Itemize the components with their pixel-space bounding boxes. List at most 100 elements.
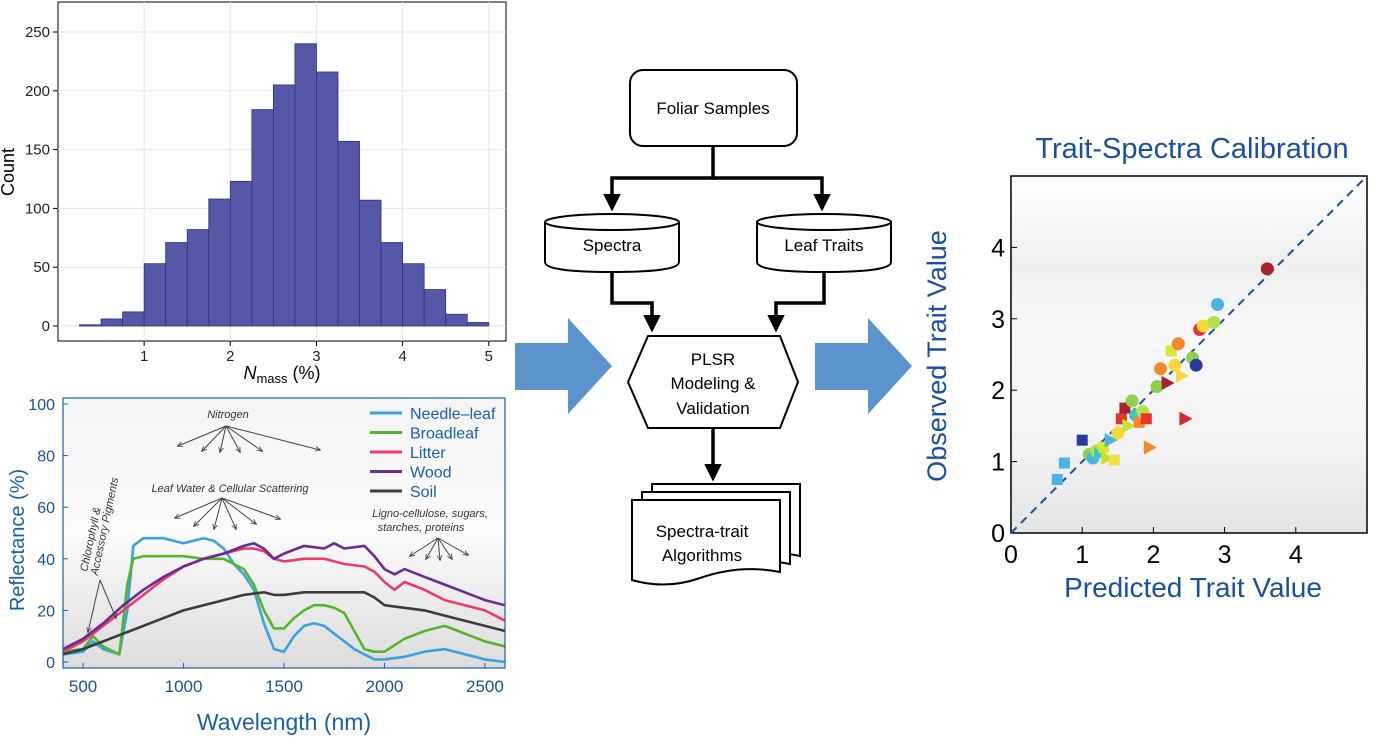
scatter-ytick-label: 3 — [991, 306, 1005, 334]
ligno-arrows — [410, 537, 468, 560]
annotation-nitrogen: Nitrogen — [207, 409, 249, 421]
flowchart: Foliar Samples Spectra Leaf Traits PLSR … — [544, 69, 892, 586]
leaf-traits-database: Leaf Traits — [756, 213, 892, 274]
x-label-symbol: N — [243, 363, 257, 383]
spectra-ticks: 0 20 40 60 80 100 500 1000 1500 2000 2500 — [28, 397, 504, 696]
calibration-scatter-chart: Trait-Spectra Calibration 0 1 2 3 4 0 1 2 3 4 Obs… — [922, 133, 1368, 603]
x-label-subscript: mass — [256, 371, 288, 386]
scatter-xtick-label: 3 — [1218, 541, 1232, 569]
legend-label: Litter — [410, 445, 446, 462]
scatter-point-circle — [1111, 426, 1125, 440]
scatter-xtick-label: 4 — [1289, 541, 1303, 569]
scatter-ytick-label: 1 — [991, 449, 1005, 477]
scatter-point-square — [1115, 413, 1127, 425]
annotation-starches: starches, proteins — [378, 522, 465, 534]
plsr-line-3: Validation — [676, 399, 749, 418]
hist-ytick-label: 50 — [33, 259, 50, 276]
spectra-legend: Needle–leaf Broadleaf Litter Wood Soil — [370, 406, 496, 501]
spec-ytick-label: 60 — [37, 500, 55, 517]
scatter-point-triangle — [1175, 368, 1189, 383]
spec-xtick-label: 1000 — [165, 677, 203, 696]
scatter-point-square — [1133, 416, 1145, 428]
scatter-point-square — [1076, 434, 1088, 446]
scatter-point-triangle — [1122, 418, 1136, 433]
histogram-bar — [294, 43, 317, 327]
scatter-xtick-label: 1 — [1075, 541, 1089, 569]
spec-ytick-label: 80 — [37, 449, 55, 466]
hist-ytick-label: 0 — [42, 318, 50, 335]
histogram-bar — [272, 84, 296, 327]
hist-ytick-label: 150 — [25, 142, 50, 159]
scatter-point-circle — [1150, 380, 1164, 394]
histogram-bar — [208, 198, 231, 327]
spectrum-line — [62, 554, 506, 656]
scatter-point-circle — [1207, 315, 1221, 329]
histogram-bar — [186, 229, 210, 327]
scatter-point-circle — [1168, 358, 1182, 372]
histogram-bar — [165, 242, 188, 327]
histogram-bar — [466, 322, 490, 327]
scatter-point-square — [1165, 345, 1177, 357]
spectra-chart: 0 20 40 60 80 100 500 1000 1500 2000 2500 Reflecta… — [7, 397, 506, 735]
scatter-point-square — [1119, 402, 1131, 414]
hist-xtick-label: 2 — [226, 348, 234, 365]
algorithms-line-2: Algorithms — [662, 546, 742, 565]
chlorophyll-arrows — [88, 579, 116, 632]
scatter-point-triangle — [1179, 411, 1193, 426]
scatter-point-square — [1051, 473, 1063, 485]
histogram-bar — [143, 263, 167, 327]
spec-ytick-label: 20 — [37, 603, 55, 620]
histogram-bar — [100, 318, 124, 327]
scatter-point-triangle — [1094, 447, 1107, 462]
spec-xtick-label: 2000 — [366, 677, 404, 696]
spectrum-line — [62, 547, 506, 653]
histogram-y-axis-label: Count — [0, 148, 18, 196]
scatter-ytick-label: 0 — [991, 520, 1005, 548]
plsr-box — [626, 335, 800, 429]
hist-xtick-label: 1 — [140, 348, 148, 365]
x-label-unit: (%) — [288, 363, 321, 383]
big-arrow-right — [815, 318, 912, 414]
histogram-bar — [337, 140, 360, 327]
scatter-title: Trait-Spectra Calibration — [1035, 133, 1348, 165]
histogram-bar — [445, 313, 468, 327]
histogram-bar — [402, 263, 425, 327]
spectra-x-axis-label: Wavelength (nm) — [197, 709, 371, 735]
spectra-plot-area — [63, 398, 505, 668]
plsr-line-2: Modeling & — [670, 374, 756, 393]
scatter-y-axis-label: Observed Trait Value — [922, 230, 952, 482]
histogram-bar — [316, 71, 339, 327]
scatter-point-circle — [1260, 262, 1274, 276]
hist-ytick-label: 250 — [25, 24, 50, 41]
scatter-x-axis-label: Predicted Trait Value — [1064, 572, 1322, 603]
scatter-point-circle — [1125, 394, 1139, 408]
spec-ytick-label: 100 — [28, 397, 55, 414]
spectra-database: Spectra — [544, 213, 680, 274]
foliar-samples-label: Foliar Samples — [656, 99, 769, 118]
algorithms-line-1: Spectra-trait — [656, 522, 749, 541]
hist-xtick-label: 4 — [398, 348, 406, 365]
histogram-bars — [79, 43, 490, 327]
scatter-point-circle — [1171, 337, 1185, 351]
annotation-leaf-water: Leaf Water & Cellular Scattering — [152, 483, 310, 495]
algorithms-document-stack: Spectra-trait Algorithms — [631, 483, 801, 586]
histogram-bar — [359, 199, 382, 327]
scatter-point-square — [1108, 454, 1120, 466]
spec-xtick-label: 500 — [69, 677, 97, 696]
hist-ytick-label: 100 — [25, 200, 50, 217]
histogram-bar — [79, 324, 102, 327]
histogram-bar — [122, 311, 145, 327]
scatter-xtick-label: 2 — [1146, 541, 1160, 569]
histogram-bar — [251, 109, 274, 327]
scatter-ticks: 0 1 2 3 4 0 1 2 3 4 — [991, 234, 1303, 569]
scatter-points — [1051, 262, 1274, 485]
plsr-line-1: PLSR — [691, 350, 735, 369]
leaf-traits-label: Leaf Traits — [784, 236, 863, 255]
legend-label: Wood — [410, 465, 452, 482]
scatter-point-triangle — [1161, 376, 1175, 391]
legend-label: Needle–leaf — [410, 406, 496, 423]
legend-label: Broadleaf — [410, 426, 479, 443]
leaf-water-arrows — [175, 497, 280, 529]
scatter-point-triangle — [1101, 451, 1115, 466]
